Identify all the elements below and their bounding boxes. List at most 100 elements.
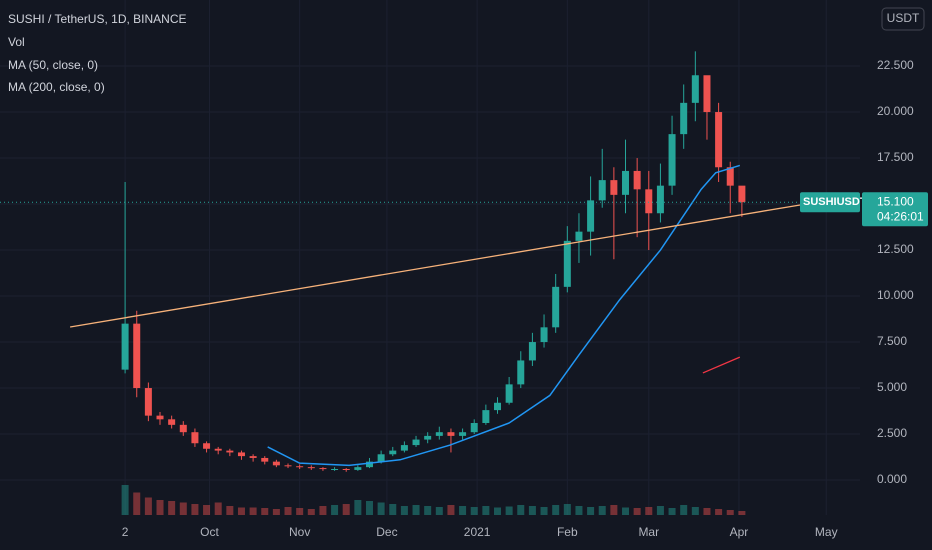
candle-body — [517, 360, 525, 385]
candle-body — [726, 167, 734, 186]
x-tick-label: Apr — [730, 525, 749, 539]
volume-bar — [552, 505, 560, 515]
candle-body — [738, 185, 746, 203]
volume-bar — [668, 508, 676, 515]
candle-body — [691, 75, 699, 103]
candle-body — [389, 450, 397, 455]
volume-bar — [179, 502, 187, 515]
x-tick-label: Feb — [557, 525, 578, 539]
candle-body — [552, 286, 560, 328]
candle-body — [121, 323, 129, 370]
x-tick-label: Oct — [200, 525, 219, 539]
volume-bar — [540, 507, 548, 515]
trend-line — [70, 204, 801, 328]
volume-bar — [528, 506, 536, 515]
x-tick-label: 2021 — [464, 525, 491, 539]
volume-bar — [680, 505, 688, 515]
volume-bar — [261, 508, 269, 515]
volume-bar — [598, 506, 606, 515]
candle-body — [272, 461, 280, 466]
volume-bar — [377, 502, 385, 515]
trend-line — [702, 356, 741, 374]
volume-bar — [249, 507, 257, 515]
volume-bar — [517, 505, 525, 515]
volume-bar — [121, 485, 129, 515]
x-tick-label: Dec — [376, 525, 397, 539]
volume-bar — [156, 500, 164, 515]
y-tick-label: 12.500 — [877, 242, 914, 256]
candle-body — [598, 180, 606, 201]
candle-body — [459, 432, 467, 436]
volume-bar — [307, 509, 315, 515]
candle-body — [447, 432, 455, 436]
symbol-label: SUSHIUSDT — [803, 196, 867, 208]
y-tick-label: 20.000 — [877, 104, 914, 118]
volume-bar — [470, 507, 478, 515]
candle-body — [633, 170, 641, 190]
indicator-label: Vol — [8, 35, 25, 49]
volume-bar — [284, 507, 292, 515]
candle-body — [680, 102, 688, 135]
candle-body — [575, 231, 583, 241]
plot-area — [0, 0, 860, 515]
candle-body — [528, 342, 536, 361]
y-tick-label: 0.000 — [877, 472, 907, 486]
currency-button[interactable] — [881, 7, 925, 31]
candle-body — [331, 469, 339, 471]
candle-body — [412, 439, 420, 446]
volume-bar — [296, 508, 304, 515]
candle-body — [168, 419, 176, 425]
volume-bar — [691, 507, 699, 515]
volume-bar — [738, 511, 746, 515]
candle-body — [715, 112, 723, 168]
volume-bar — [214, 502, 222, 515]
candle-body — [622, 170, 630, 195]
volume-bar — [272, 509, 280, 515]
volume-bar — [365, 501, 373, 515]
x-tick-label: Mar — [638, 525, 659, 539]
volume-bar — [447, 505, 455, 515]
candle-body — [540, 327, 548, 343]
volume-bar — [400, 506, 408, 515]
countdown-label: 04:26:01 — [877, 209, 924, 223]
candle-body — [668, 134, 676, 186]
candle-body — [493, 402, 501, 411]
candle-body — [703, 75, 711, 113]
volume-bar — [493, 507, 501, 515]
candle-body — [610, 180, 618, 195]
candle-body — [342, 469, 350, 471]
candle-body — [284, 465, 292, 467]
y-tick-label: 2.500 — [877, 426, 907, 440]
candle-body — [261, 457, 269, 462]
price-label-box — [862, 192, 928, 227]
volume-bar — [563, 504, 571, 515]
candle-body — [354, 467, 362, 470]
y-tick-label: 22.500 — [877, 58, 914, 72]
candle-body — [470, 423, 478, 433]
volume-bar — [412, 505, 420, 515]
y-tick-label: 17.500 — [877, 150, 914, 164]
volume-bar — [331, 505, 339, 515]
volume-bar — [459, 506, 467, 515]
volume-bar — [389, 504, 397, 515]
y-tick-label: 10.000 — [877, 288, 914, 302]
volume-bar — [144, 497, 152, 515]
candle-body — [144, 388, 152, 416]
volume-bar — [703, 508, 711, 515]
candle-body — [505, 384, 513, 403]
moving-average — [267, 164, 741, 467]
currency-button-label[interactable]: USDT — [887, 11, 920, 25]
volume-bar — [482, 506, 490, 515]
candle-body — [365, 461, 373, 468]
candle-body — [133, 323, 141, 389]
candle-body — [307, 467, 315, 469]
volume-bar — [319, 506, 327, 515]
x-tick-label: May — [815, 525, 838, 539]
candle-body — [377, 454, 385, 462]
x-tick-label: Nov — [289, 525, 310, 539]
x-tick-label: 2 — [122, 525, 129, 539]
symbol-label-box — [800, 192, 860, 213]
volume-bar — [726, 510, 734, 515]
candle-body — [237, 452, 245, 457]
